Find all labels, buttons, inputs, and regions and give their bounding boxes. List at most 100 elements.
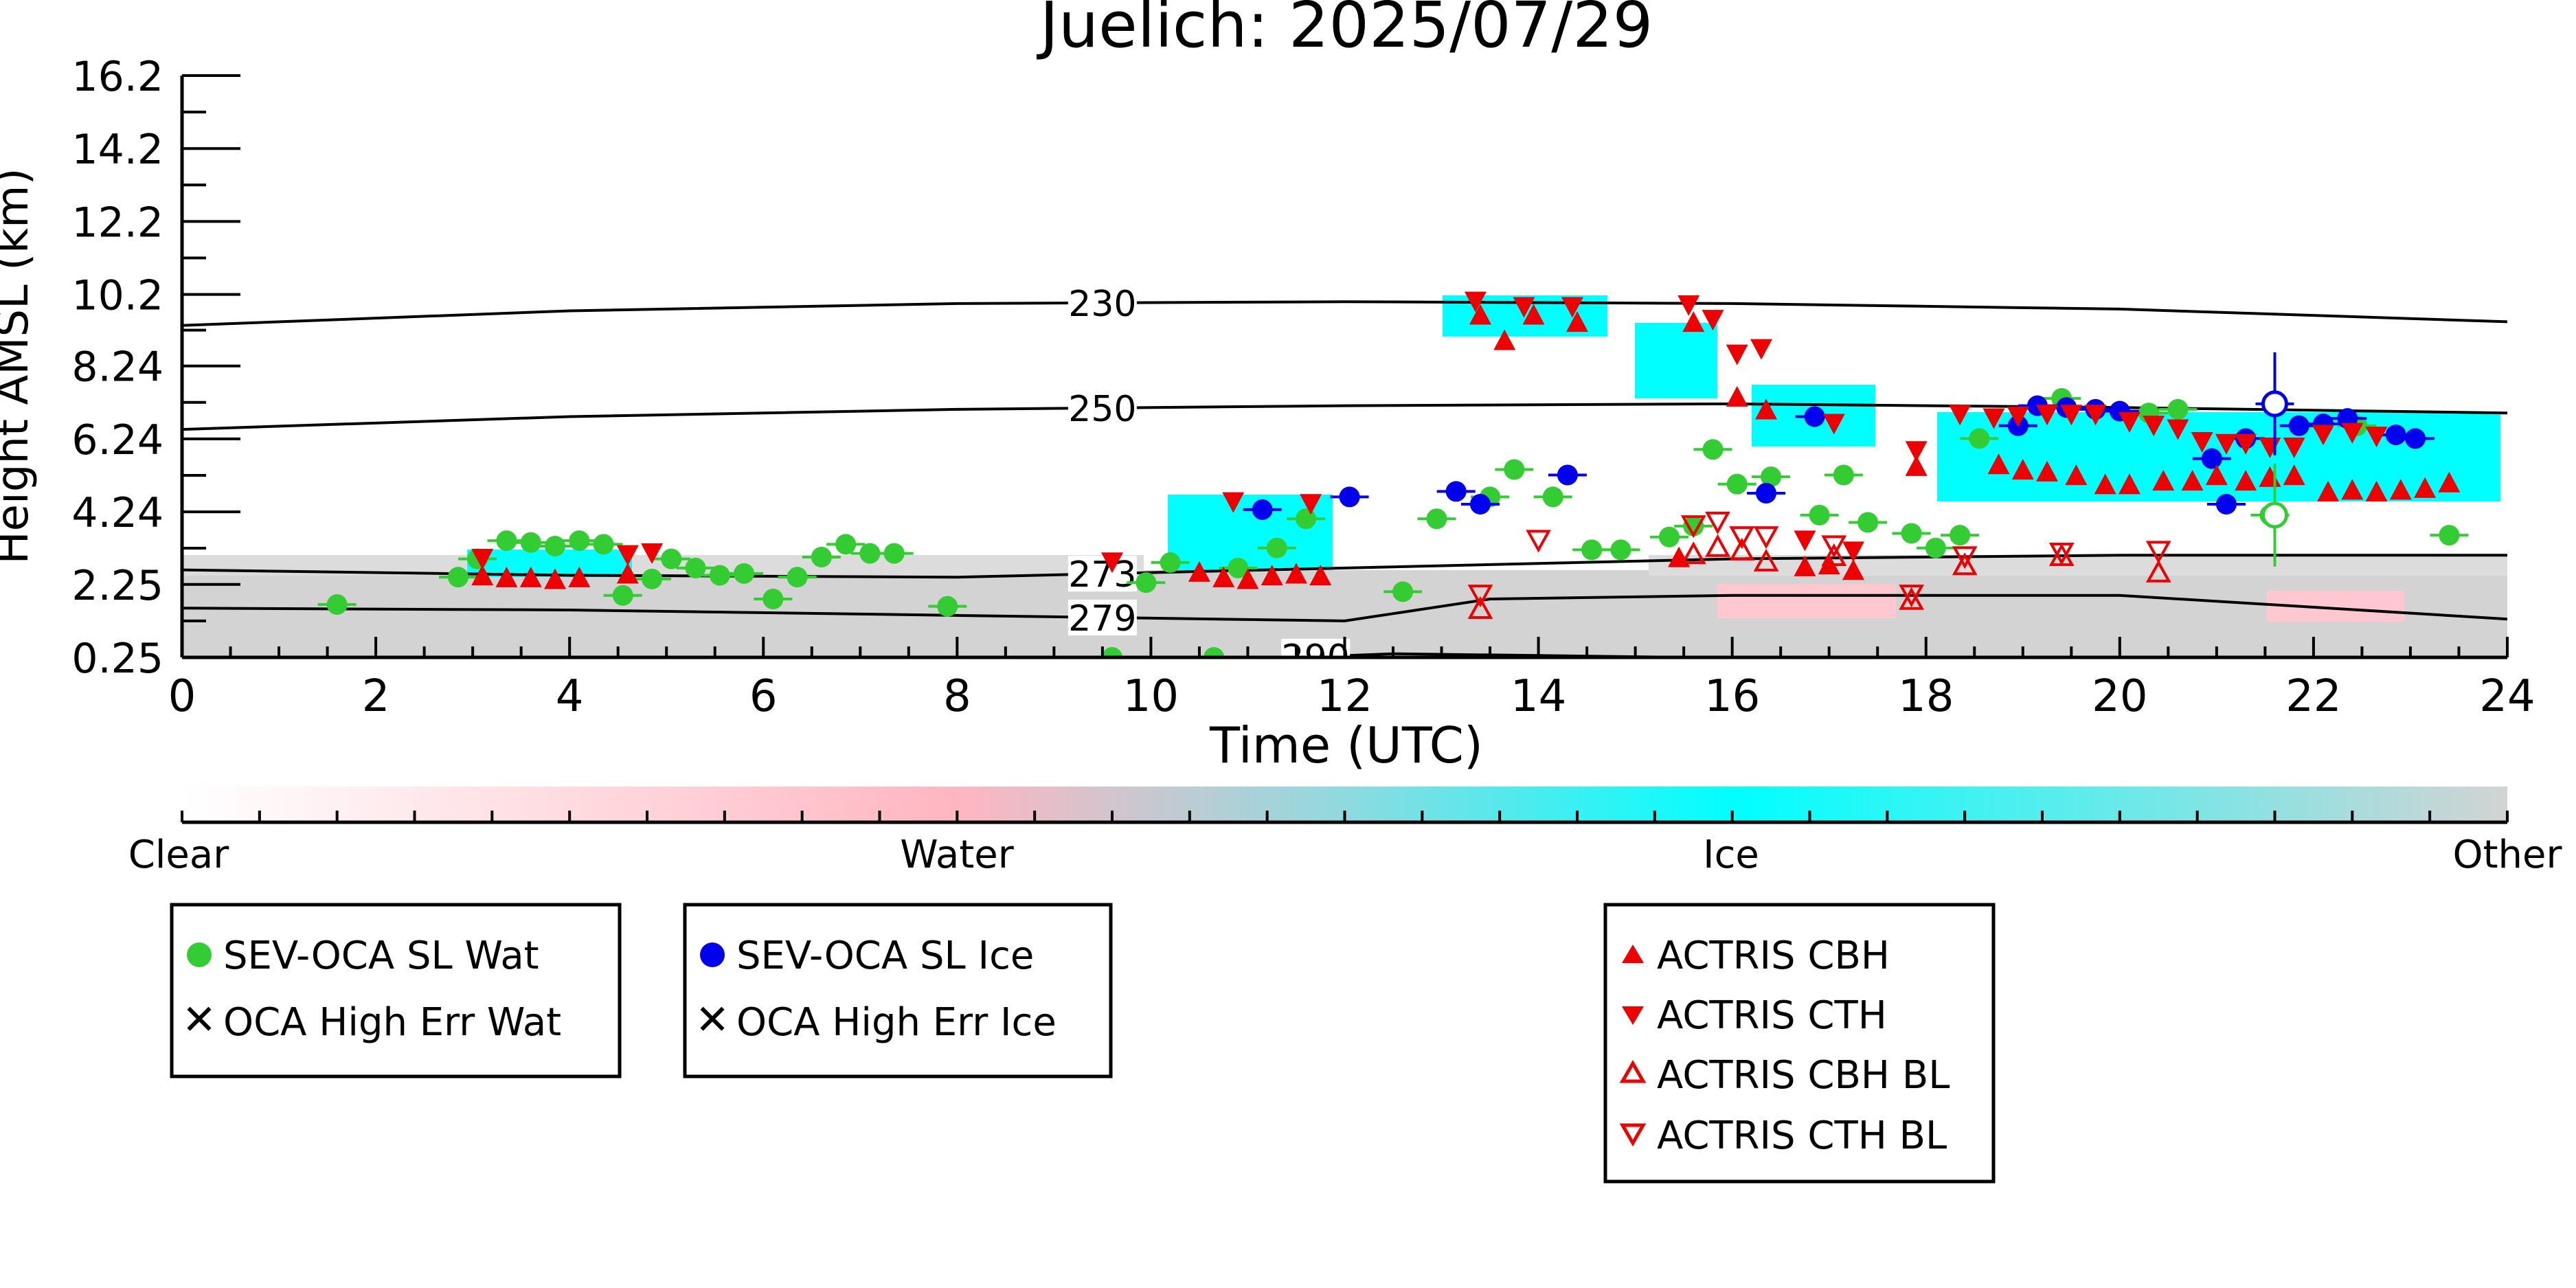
colorbar: Clear Water Ice Other [128, 787, 2562, 877]
sev-oca-sl-wat-point [709, 565, 730, 586]
actris-cth-bl-point [2048, 543, 2075, 566]
actris-cth-point [2167, 419, 2189, 440]
x-tick-label: 22 [2285, 671, 2341, 722]
actris-cbh-point [1905, 455, 1928, 476]
sev-oca-sl-wat-point [1950, 525, 1971, 546]
actris-cbh-point [1987, 453, 2010, 475]
actris-cbh-point [2065, 464, 2088, 486]
x-axis-ticks: 0 2 4 6 8 10 12 14 16 18 20 22 24 [168, 637, 2535, 722]
legend-actris-cbh-bl: ACTRIS CBH BL [1657, 1053, 1950, 1098]
actris-cbh-point [1261, 565, 1283, 586]
sev-oca-sl-ice-point [1252, 499, 1273, 520]
actris-cbh-point [2341, 479, 2364, 500]
sev-oca-sl-wat-point [326, 594, 348, 615]
y-axis-ticks: 0.25 2.25 4.24 6.24 8.24 10.2 12.2 14.2 16.2 [71, 53, 240, 683]
sev-oca-sl-ice-point [2288, 415, 2309, 436]
legend-wat-x-marker: ✕ [182, 996, 216, 1044]
y-tick-label: 4.24 [71, 489, 163, 537]
actris-cbh-point [2317, 481, 2340, 502]
actris-cbh-point [1566, 311, 1588, 332]
actris-cbh-point [2181, 470, 2204, 491]
isotherm-label-bg-250 [1067, 389, 1137, 426]
actris-cth-point [1561, 297, 1583, 318]
actris-cth-point [2060, 405, 2083, 426]
isotherm-label-290: 290 [1282, 637, 1350, 679]
actris-cth-bl-point [1526, 530, 1551, 553]
legend-cth-bl-marker [1619, 1123, 1647, 1147]
sev-oca-sl-ice-point [1756, 483, 1777, 504]
sev-oca-sl-wat-point [937, 596, 958, 617]
ice-region-e [1168, 495, 1333, 570]
actris-cbh-point [616, 563, 639, 584]
actris-cbh-point [2235, 470, 2257, 491]
actris-cth-point [2215, 433, 2237, 455]
isotherm-label-bg-290 [1281, 638, 1351, 657]
actris-cth-point [1750, 339, 1772, 360]
actris-cbh-point [1236, 568, 1259, 589]
sev-oca-sl-wat-point [1969, 428, 1990, 449]
x-tick-label: 2 [362, 671, 390, 722]
sev-oca-sl-wat-point [569, 530, 590, 552]
sev-oca-sl-ice-point [1339, 486, 1360, 508]
isotherm-label-bg-230 [1067, 284, 1137, 321]
sev-oca-sl-wat-point [1160, 552, 1181, 573]
actris-cbh-point [544, 568, 567, 589]
sev-oca-sl-wat-point [2439, 525, 2460, 546]
actris-cbh-point [2283, 464, 2305, 486]
isotherm-label-bg-279 [1067, 599, 1137, 635]
y-tick-label: 8.24 [71, 343, 163, 392]
sev-oca-sl-ice-point [2385, 425, 2406, 446]
legend-oca-high-err-ice: OCA High Err Ice [736, 1000, 1057, 1045]
isotherm-label-279: 279 [1068, 598, 1136, 640]
actris-cth-point [2143, 416, 2165, 437]
actris-cbh-point [2414, 477, 2437, 498]
sev-oca-sl-wat-point [1266, 537, 1287, 558]
legend-cbh-marker [1622, 945, 1644, 963]
x-tick-label: 8 [943, 671, 971, 722]
actris-cth-point [2118, 411, 2140, 433]
x-tick-label: 10 [1123, 671, 1179, 722]
actris-cth-point [471, 548, 494, 569]
sev-oca-sl-wat-point [1925, 537, 1946, 558]
actris-cth-bl-point [1821, 535, 1847, 558]
actris-cbh-point [495, 566, 518, 587]
actris-cbh-point [1794, 555, 1816, 576]
series-7-point [2261, 390, 2288, 418]
y-axis-label: Height AMSL (km) [0, 168, 38, 565]
sev-oca-sl-wat-point [496, 530, 517, 552]
x-tick-label: 0 [168, 671, 196, 722]
isotherm-label-250: 250 [1068, 389, 1136, 430]
legend-water-frame [170, 903, 622, 1078]
colorbar-label-clear: Clear [128, 833, 229, 877]
sev-oca-sl-ice-point [1557, 464, 1578, 486]
legend-actris-frame [1603, 903, 1996, 1184]
sev-oca-sl-wat-point [1833, 464, 1854, 486]
sev-oca-sl-wat-point [642, 568, 663, 589]
actris-cth-bl-point [1899, 585, 1924, 608]
actris-cth-bl-point [1705, 511, 1730, 534]
sev-oca-sl-wat-point [835, 534, 857, 555]
actris-cbh-point [2036, 460, 2059, 482]
actris-cbh-point [471, 565, 494, 586]
actris-cth-bl-point [1467, 585, 1493, 608]
actris-cth-point [2365, 427, 2388, 448]
x-tick-label: 18 [1898, 671, 1954, 722]
series-6-point [2261, 501, 2288, 529]
actris-cth-point [1300, 494, 1322, 515]
y-tick-label: 2.25 [71, 562, 163, 610]
sev-oca-sl-wat-point [762, 589, 784, 610]
sev-oca-sl-wat-point [1857, 512, 1879, 533]
actris-cth-point [2036, 405, 2059, 426]
legend-wat-circle-marker [187, 942, 212, 967]
sev-oca-sl-ice-point [1445, 481, 1467, 502]
sev-oca-sl-wat-point [661, 548, 682, 569]
actris-cth-point [1949, 405, 1971, 426]
sev-oca-sl-wat-point [1761, 466, 1782, 488]
isotherm-label-230: 230 [1068, 284, 1136, 325]
legend-actris: ACTRIS CBH ACTRIS CTH ACTRIS CBH BL ACTR… [1603, 903, 1996, 1184]
actris-cbh-point [2205, 464, 2228, 486]
actris-cth-point [1905, 441, 1928, 462]
sev-oca-sl-wat-point [685, 557, 706, 578]
sev-oca-sl-wat-point [1581, 539, 1603, 561]
sev-oca-sl-wat-point [1204, 647, 1225, 657]
